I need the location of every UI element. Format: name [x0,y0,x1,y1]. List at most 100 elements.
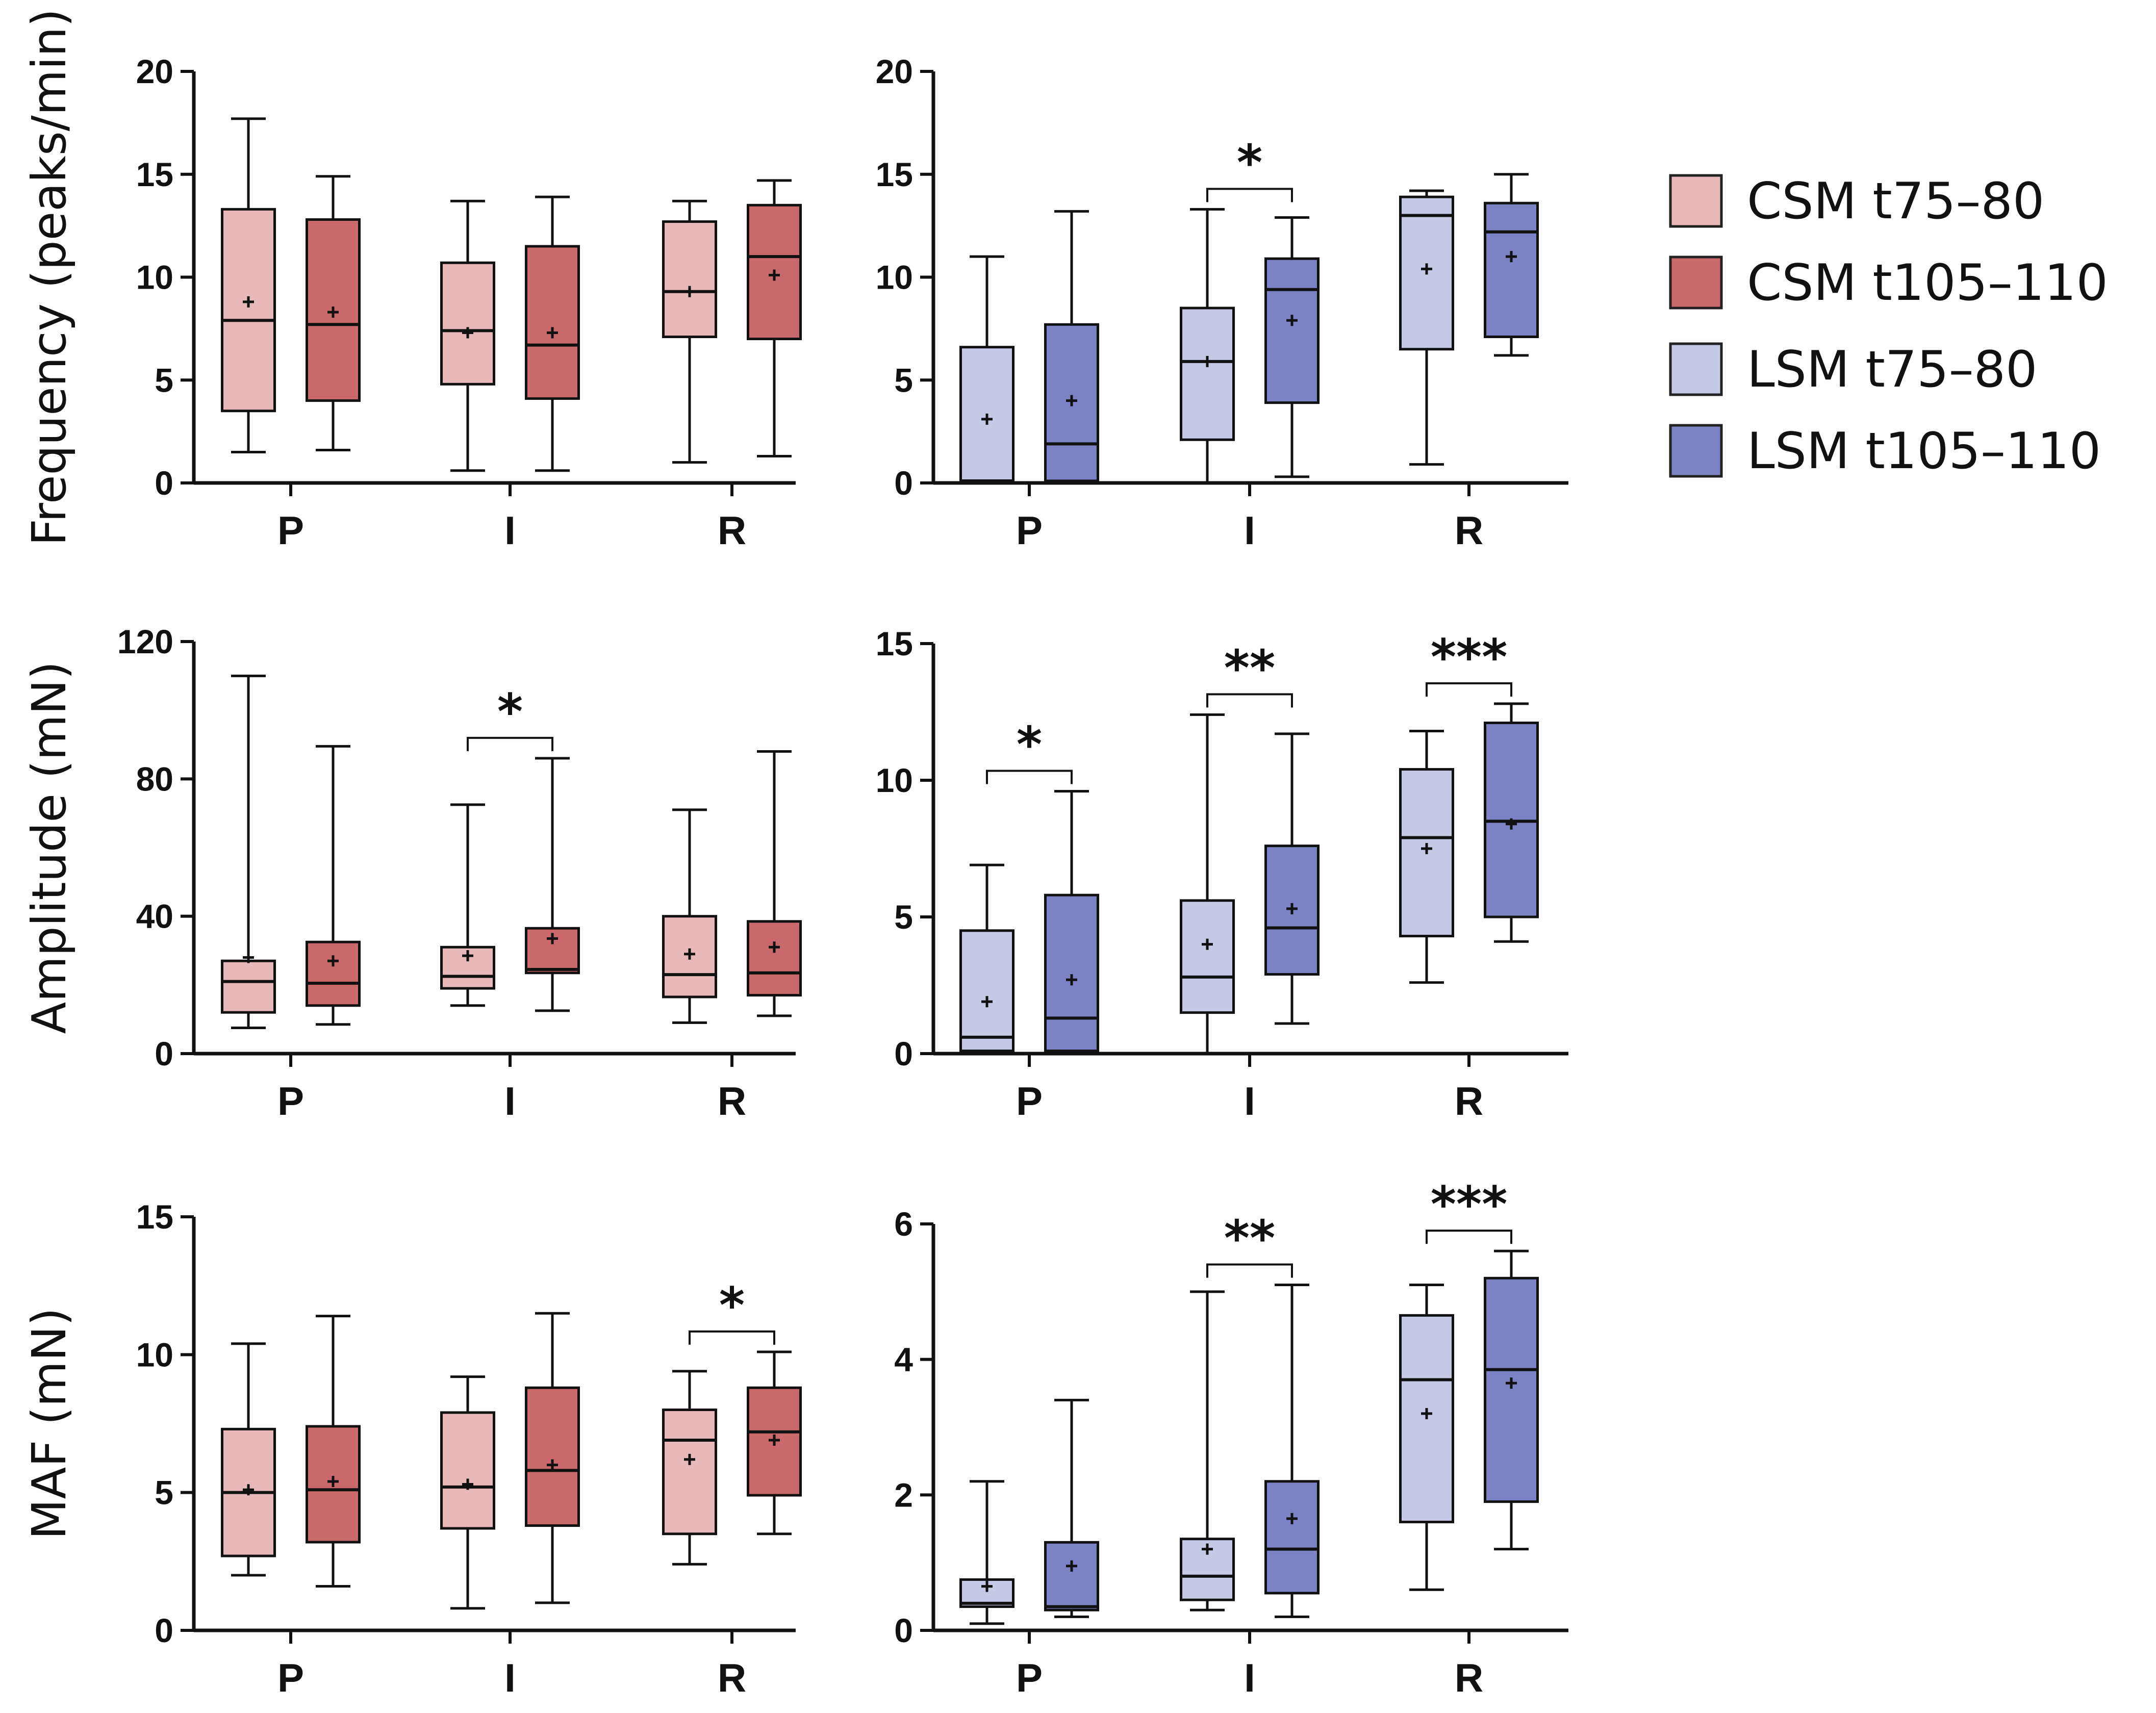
box-iqr [525,1386,580,1527]
box-P-1 [959,863,1014,1055]
mean-marker [1286,315,1298,326]
mean-marker [1506,251,1517,263]
mean-marker [1202,355,1213,367]
box-iqr [747,920,802,997]
significance-label: * [1237,134,1262,191]
mean-marker [769,941,780,953]
category-label: I [504,1079,516,1123]
mean-marker [684,286,695,297]
mean-marker [327,306,339,318]
box-R-1 [662,808,717,1024]
significance-I: ** [1206,1210,1293,1278]
box-R-2 [747,750,802,1017]
box-iqr [747,1386,802,1497]
mean-marker [1421,263,1432,275]
significance-R: * [689,1277,775,1345]
y-axis-label: Frequency (peaks/min) [22,9,77,546]
category-label: P [1016,1655,1043,1700]
box-P-1 [221,1342,276,1577]
box-iqr [306,940,361,1007]
box-I-2 [1264,216,1320,478]
box-P-1 [959,255,1014,484]
box-P-1 [221,117,276,453]
box-I-2 [1264,732,1320,1025]
box-R-2 [747,179,802,458]
box-iqr [1264,257,1320,404]
y-tick-label: 20 [136,53,173,90]
mean-marker [327,1476,339,1488]
mean-marker [1202,938,1213,950]
y-tick-label: 0 [155,1035,173,1072]
box-R-1 [662,1370,717,1566]
significance-label: * [497,683,523,740]
category-label: I [1244,1079,1255,1123]
significance-bracket [1206,1263,1293,1278]
box-iqr [221,959,276,1014]
box-R-2 [747,1350,802,1536]
mean-marker [1506,1377,1517,1389]
mean-marker [1286,1513,1298,1524]
y-tick-label: 0 [155,1612,173,1649]
mean-marker [1066,974,1077,986]
box-P-2 [306,745,361,1026]
significance-label: * [719,1277,745,1334]
category-label: I [1244,1655,1255,1700]
mean-marker [462,327,473,339]
category-label: P [1016,508,1043,553]
box-I-1 [1180,208,1235,484]
category-label: I [504,1655,516,1700]
y-tick-label: 4 [894,1341,913,1378]
panel-2: 0 5 10 15 20 P I R * [876,53,1568,553]
significance-P: * [986,716,1073,784]
significance-bracket [1426,682,1512,697]
mean-marker [981,996,993,1008]
y-tick-label: 15 [136,156,173,193]
significance-R: *** [1426,629,1512,697]
legend-swatch-lsm-t105-110 [1669,424,1723,478]
box-R-1 [1399,730,1454,984]
panel-3: 0 40 80 120 P I R Amplitude (mN) * [22,623,802,1123]
mean-marker [327,955,339,967]
box-iqr [525,927,580,975]
mean-marker [243,952,254,963]
box-R-1 [662,199,717,464]
box-P-1 [221,674,276,1029]
mean-marker [981,413,993,425]
mean-marker [1421,1408,1432,1419]
mean-marker [769,269,780,281]
mean-marker [684,1453,695,1465]
significance-bracket [1426,1230,1512,1244]
mean-marker [243,1484,254,1496]
mean-marker [1286,903,1298,914]
category-label: P [1016,1079,1043,1123]
mean-marker [547,327,558,339]
mean-marker [684,948,695,960]
y-tick-label: 0 [894,464,913,502]
y-tick-label: 10 [136,259,173,296]
legend-label-lsm-t75-80: LSM t75–80 [1747,341,2037,399]
y-tick-label: 120 [117,623,173,660]
y-tick-label: 5 [894,898,913,936]
y-tick-label: 10 [876,259,913,296]
category-label: P [277,1655,304,1700]
box-I-1 [440,803,495,1007]
y-tick-label: 5 [155,1474,173,1512]
significance-I: ** [1206,640,1293,708]
panel-5: 0 5 10 15 P I R MAF (mN) * [22,1198,802,1700]
box-iqr [1180,899,1235,1014]
box-iqr [1264,1480,1320,1595]
box-P-2 [306,1315,361,1588]
mean-marker [243,296,254,308]
mean-marker [981,1580,993,1592]
box-iqr [959,929,1014,1053]
box-I-2 [525,1312,580,1604]
significance-bracket [689,1330,775,1345]
category-label: P [277,508,304,553]
category-label: R [718,1079,746,1123]
mean-marker [1066,1560,1077,1572]
box-P-1 [959,1480,1014,1625]
y-tick-label: 0 [894,1612,913,1649]
